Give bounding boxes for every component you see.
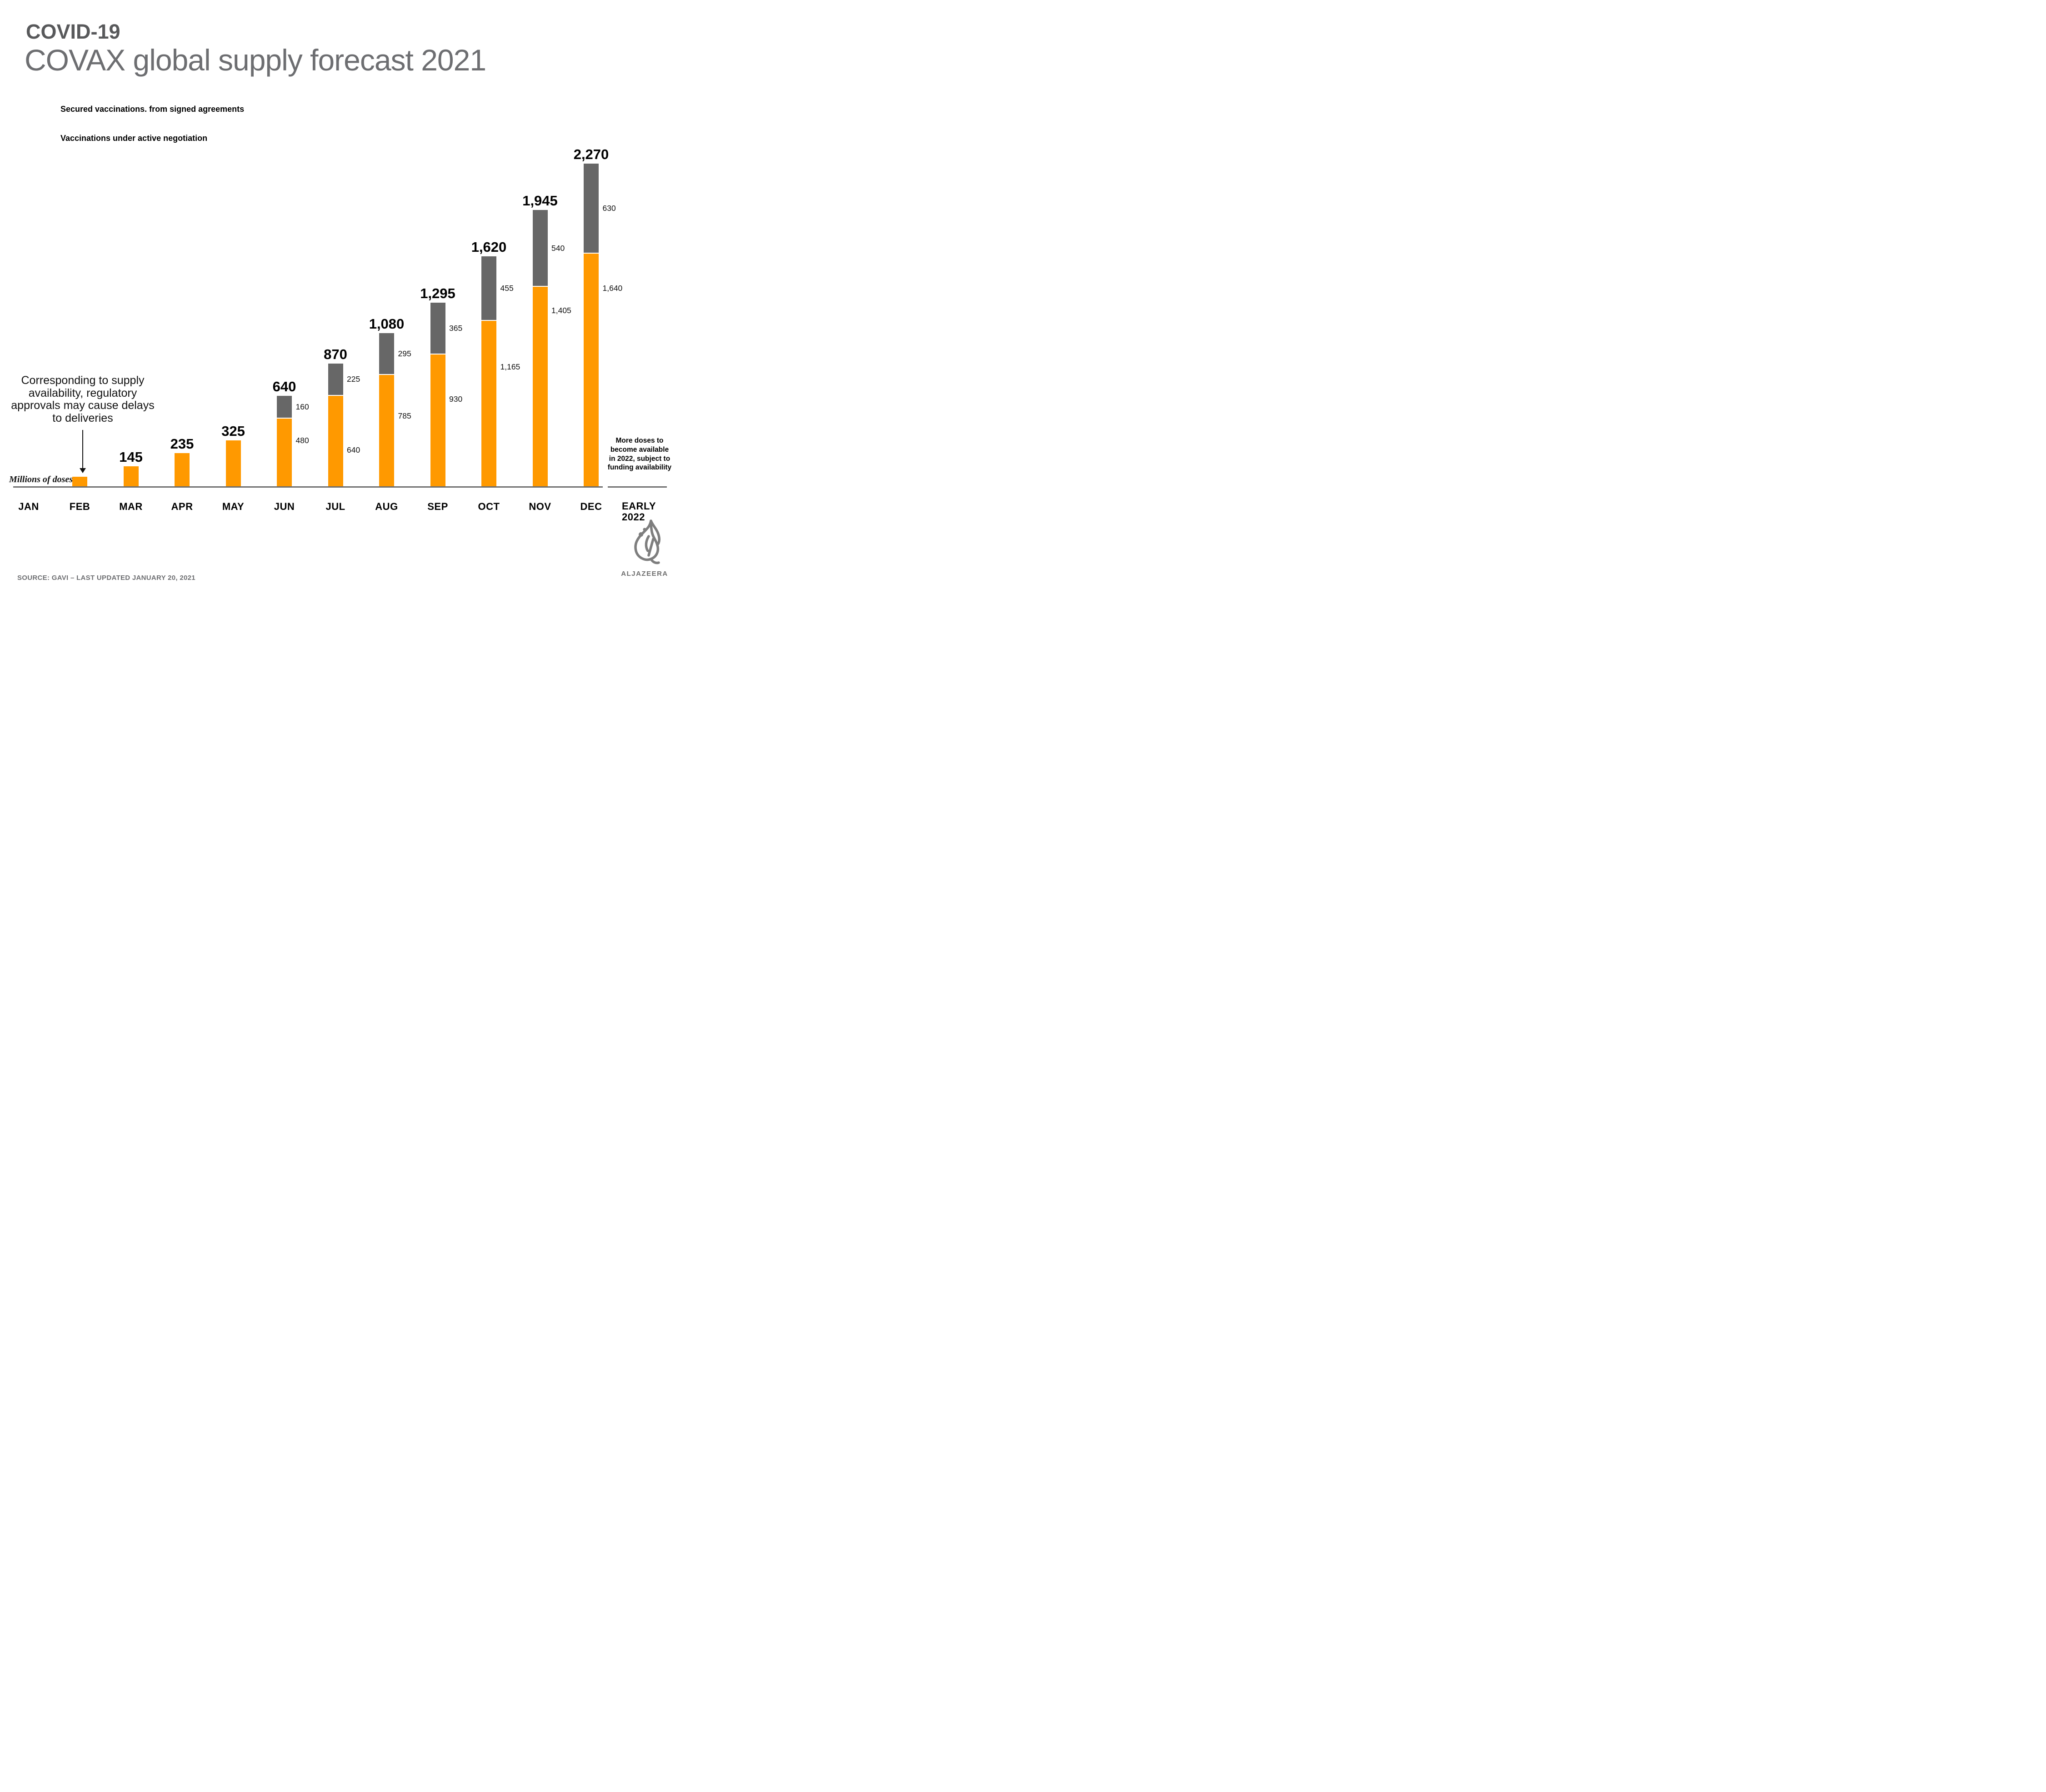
source-credit: SOURCE: GAVI – LAST UPDATED JANUARY 20, … [17, 574, 195, 582]
category-label-feb: FEB [69, 501, 90, 512]
bar-may-secured [225, 440, 241, 487]
note-more-doses-2022: More doses to become available in 2022, su… [601, 436, 678, 472]
secured-value-sep: 930 [449, 394, 463, 404]
annotation-arrow-icon [82, 430, 83, 468]
category-label-mar: MAR [119, 501, 143, 512]
category-label-nov: NOV [529, 501, 551, 512]
category-label-oct: OCT [478, 501, 500, 512]
category-label-apr: APR [171, 501, 193, 512]
bar-jun-secured [277, 418, 292, 487]
total-label-nov: 1,945 [522, 193, 558, 209]
text-line: Corresponding to supply [21, 374, 145, 387]
negotiation-value-dec: 630 [602, 204, 616, 213]
bar-oct-secured [481, 321, 496, 487]
aljazeera-logo-icon [634, 519, 660, 564]
legend-swatch-secured-icon [26, 100, 43, 119]
category-label-jul: JUL [325, 501, 345, 512]
x-axis-line-main [13, 486, 603, 488]
category-label-jan: JAN [18, 501, 39, 512]
bar-dec-secured [584, 253, 599, 487]
text-line: in 2022, subject to [609, 454, 670, 463]
eyebrow-covid19: COVID-19 [26, 20, 120, 43]
negotiation-value-sep: 365 [449, 323, 463, 333]
legend-label-secured: Secured vaccinations. from signed agreem… [60, 105, 245, 114]
category-label-sep: SEP [427, 501, 448, 512]
bar-jul-negotiation [328, 364, 343, 396]
bar-aug-secured [379, 375, 394, 487]
aljazeera-wordmark: ALJAZEERA [621, 570, 668, 578]
bar-mar-secured [123, 466, 139, 487]
category-label-dec: DEC [580, 501, 602, 512]
secured-value-jul: 640 [347, 445, 360, 454]
annotation-supply-delays: Corresponding to supply availability, reg… [3, 374, 162, 424]
negotiation-value-jul: 225 [347, 374, 360, 384]
secured-value-nov: 1,405 [551, 306, 571, 315]
total-label-aug: 1,080 [369, 315, 405, 332]
axis-unit-note: Millions of doses [9, 474, 73, 484]
bar-feb-secured [72, 477, 87, 487]
category-label-jun: JUN [274, 501, 295, 512]
secured-value-jun: 480 [295, 436, 309, 445]
bar-apr-secured [175, 453, 190, 487]
negotiation-value-aug: 295 [398, 349, 411, 359]
negotiation-value-nov: 540 [551, 243, 565, 253]
text-line: availability, regulatory [28, 386, 137, 399]
early-label-line2: 2022 [622, 511, 645, 523]
text-line: to deliveries [52, 411, 113, 424]
secured-value-dec: 1,640 [602, 283, 623, 293]
total-label-sep: 1,295 [420, 285, 455, 301]
category-label-aug: AUG [375, 501, 398, 512]
total-label-jun: 640 [272, 378, 296, 394]
total-label-apr: 235 [170, 436, 194, 452]
bar-aug-negotiation [379, 333, 394, 375]
bar-oct-negotiation [481, 256, 496, 321]
category-label-early-2022: EARLY 2022 [622, 500, 656, 523]
total-label-mar: 145 [119, 449, 143, 465]
bar-sep-secured [430, 354, 445, 487]
text-line: More doses to [615, 437, 664, 444]
total-label-oct: 1,620 [471, 239, 507, 255]
bar-jun-negotiation [277, 395, 292, 419]
page-title: COVAX global supply forecast 2021 [25, 43, 486, 77]
x-axis-line-early-2022 [608, 486, 667, 488]
annotation-arrowhead-icon [80, 468, 86, 473]
total-label-dec: 2,270 [573, 146, 609, 163]
negotiation-value-jun: 160 [295, 402, 309, 411]
text-line: approvals may cause delays [11, 399, 155, 412]
legend-label-negotiation: Vaccinations under active negotiation [60, 134, 208, 143]
bar-dec-negotiation [584, 164, 599, 254]
infographic-covax-supply-forecast: COVID-19 COVAX global supply forecast 20… [0, 0, 682, 597]
legend-swatch-negotiation-icon [26, 130, 43, 147]
bar-sep-negotiation [430, 302, 445, 354]
text-line: funding availability [607, 464, 672, 472]
negotiation-value-oct: 455 [500, 284, 514, 293]
bar-nov-negotiation [532, 210, 548, 287]
category-label-may: MAY [222, 501, 245, 512]
bar-nov-secured [532, 287, 548, 487]
bar-jul-secured [328, 395, 343, 487]
total-label-jul: 870 [324, 346, 347, 363]
secured-value-oct: 1,165 [500, 362, 520, 372]
total-label-may: 325 [221, 423, 245, 439]
text-line: become available [610, 445, 669, 454]
secured-value-aug: 785 [398, 411, 411, 421]
early-label-line1: EARLY [622, 500, 656, 512]
